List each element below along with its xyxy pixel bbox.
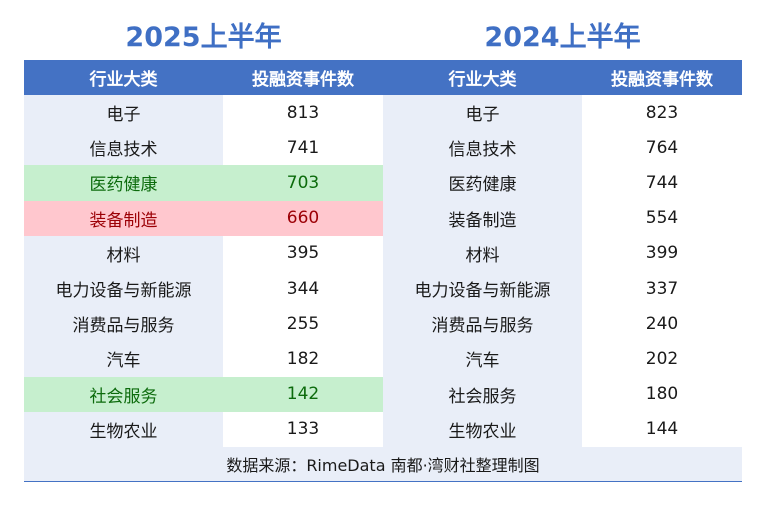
count-2024-cell: 823 xyxy=(582,95,742,131)
count-2025-cell: 255 xyxy=(223,306,383,342)
count-2025-cell: 344 xyxy=(223,270,383,307)
table-row: 电子 813 电子 823 xyxy=(24,95,742,131)
industry-2024-cell: 电力设备与新能源 xyxy=(383,270,582,307)
count-2024-cell: 764 xyxy=(582,130,742,166)
table-row: 材料 395 材料 399 xyxy=(24,235,742,271)
industry-2025-cell: 消费品与服务 xyxy=(24,306,223,342)
industry-2025-cell: 装备制造 xyxy=(24,200,223,236)
industry-2024-cell: 汽车 xyxy=(383,341,582,377)
table-row: 装备制造 660 装备制造 554 xyxy=(24,200,742,236)
industry-2025-cell: 社会服务 xyxy=(24,376,223,412)
count-2024-cell: 240 xyxy=(582,306,742,342)
table-row: 生物农业 133 生物农业 144 xyxy=(24,411,742,447)
industry-2024-cell: 消费品与服务 xyxy=(383,306,582,342)
header-count-2025: 投融资事件数 xyxy=(252,70,354,90)
industry-2024-cell: 医药健康 xyxy=(383,165,582,201)
industry-2025-cell: 医药健康 xyxy=(24,165,223,201)
count-2025-cell: 660 xyxy=(223,200,383,236)
header-industry-2024: 行业大类 xyxy=(448,70,517,90)
data-source-note: 数据来源：RimeData 南都·湾财社整理制图 xyxy=(24,446,742,482)
title-2024h1: 2024上半年 xyxy=(484,22,641,53)
table-row: 电力设备与新能源 344 电力设备与新能源 337 xyxy=(24,270,742,307)
table-row: 消费品与服务 255 消费品与服务 240 xyxy=(24,306,742,342)
industry-2024-cell: 信息技术 xyxy=(383,130,582,166)
count-2024-cell: 399 xyxy=(582,235,742,271)
industry-2025-cell: 电子 xyxy=(24,95,223,131)
industry-2024-cell: 装备制造 xyxy=(383,200,582,236)
count-2025-cell: 133 xyxy=(223,411,383,447)
industry-2025-cell: 电力设备与新能源 xyxy=(24,270,223,307)
industry-2025-cell: 材料 xyxy=(24,235,223,271)
count-2024-cell: 744 xyxy=(582,165,742,201)
count-2024-cell: 202 xyxy=(582,341,742,377)
header-industry-2025: 行业大类 xyxy=(89,70,158,90)
title-2025h1: 2025上半年 xyxy=(125,22,282,53)
count-2024-cell: 337 xyxy=(582,270,742,307)
table-body: 电子 813 电子 823 信息技术 741 信息技术 764 医药健康 703 医药健康 744 装备… xyxy=(24,95,742,447)
industry-2025-cell: 生物农业 xyxy=(24,411,223,447)
industry-2025-cell: 信息技术 xyxy=(24,130,223,166)
count-2024-cell: 144 xyxy=(582,411,742,447)
industry-2024-cell: 材料 xyxy=(383,235,582,271)
industry-2024-cell: 社会服务 xyxy=(383,376,582,412)
table-row: 汽车 182 汽车 202 xyxy=(24,341,742,377)
count-2025-cell: 142 xyxy=(223,376,383,412)
table-row: 医药健康 703 医药健康 744 xyxy=(24,165,742,201)
count-2024-cell: 180 xyxy=(582,376,742,412)
count-2025-cell: 813 xyxy=(223,95,383,131)
industry-2024-cell: 生物农业 xyxy=(383,411,582,447)
count-2025-cell: 182 xyxy=(223,341,383,377)
table-row: 信息技术 741 信息技术 764 xyxy=(24,130,742,166)
count-2025-cell: 395 xyxy=(223,235,383,271)
count-2025-cell: 703 xyxy=(223,165,383,201)
industry-2024-cell: 电子 xyxy=(383,95,582,131)
comparison-table: 行业大类 投融资事件数 行业大类 投融资事件数 电子 813 电子 823 信息技术 74… xyxy=(24,60,742,482)
table-row: 社会服务 142 社会服务 180 xyxy=(24,376,742,412)
header-count-2024: 投融资事件数 xyxy=(611,70,713,90)
count-2025-cell: 741 xyxy=(223,130,383,166)
table-header: 行业大类 投融资事件数 行业大类 投融资事件数 xyxy=(24,60,742,95)
count-2024-cell: 554 xyxy=(582,200,742,236)
industry-2025-cell: 汽车 xyxy=(24,341,223,377)
